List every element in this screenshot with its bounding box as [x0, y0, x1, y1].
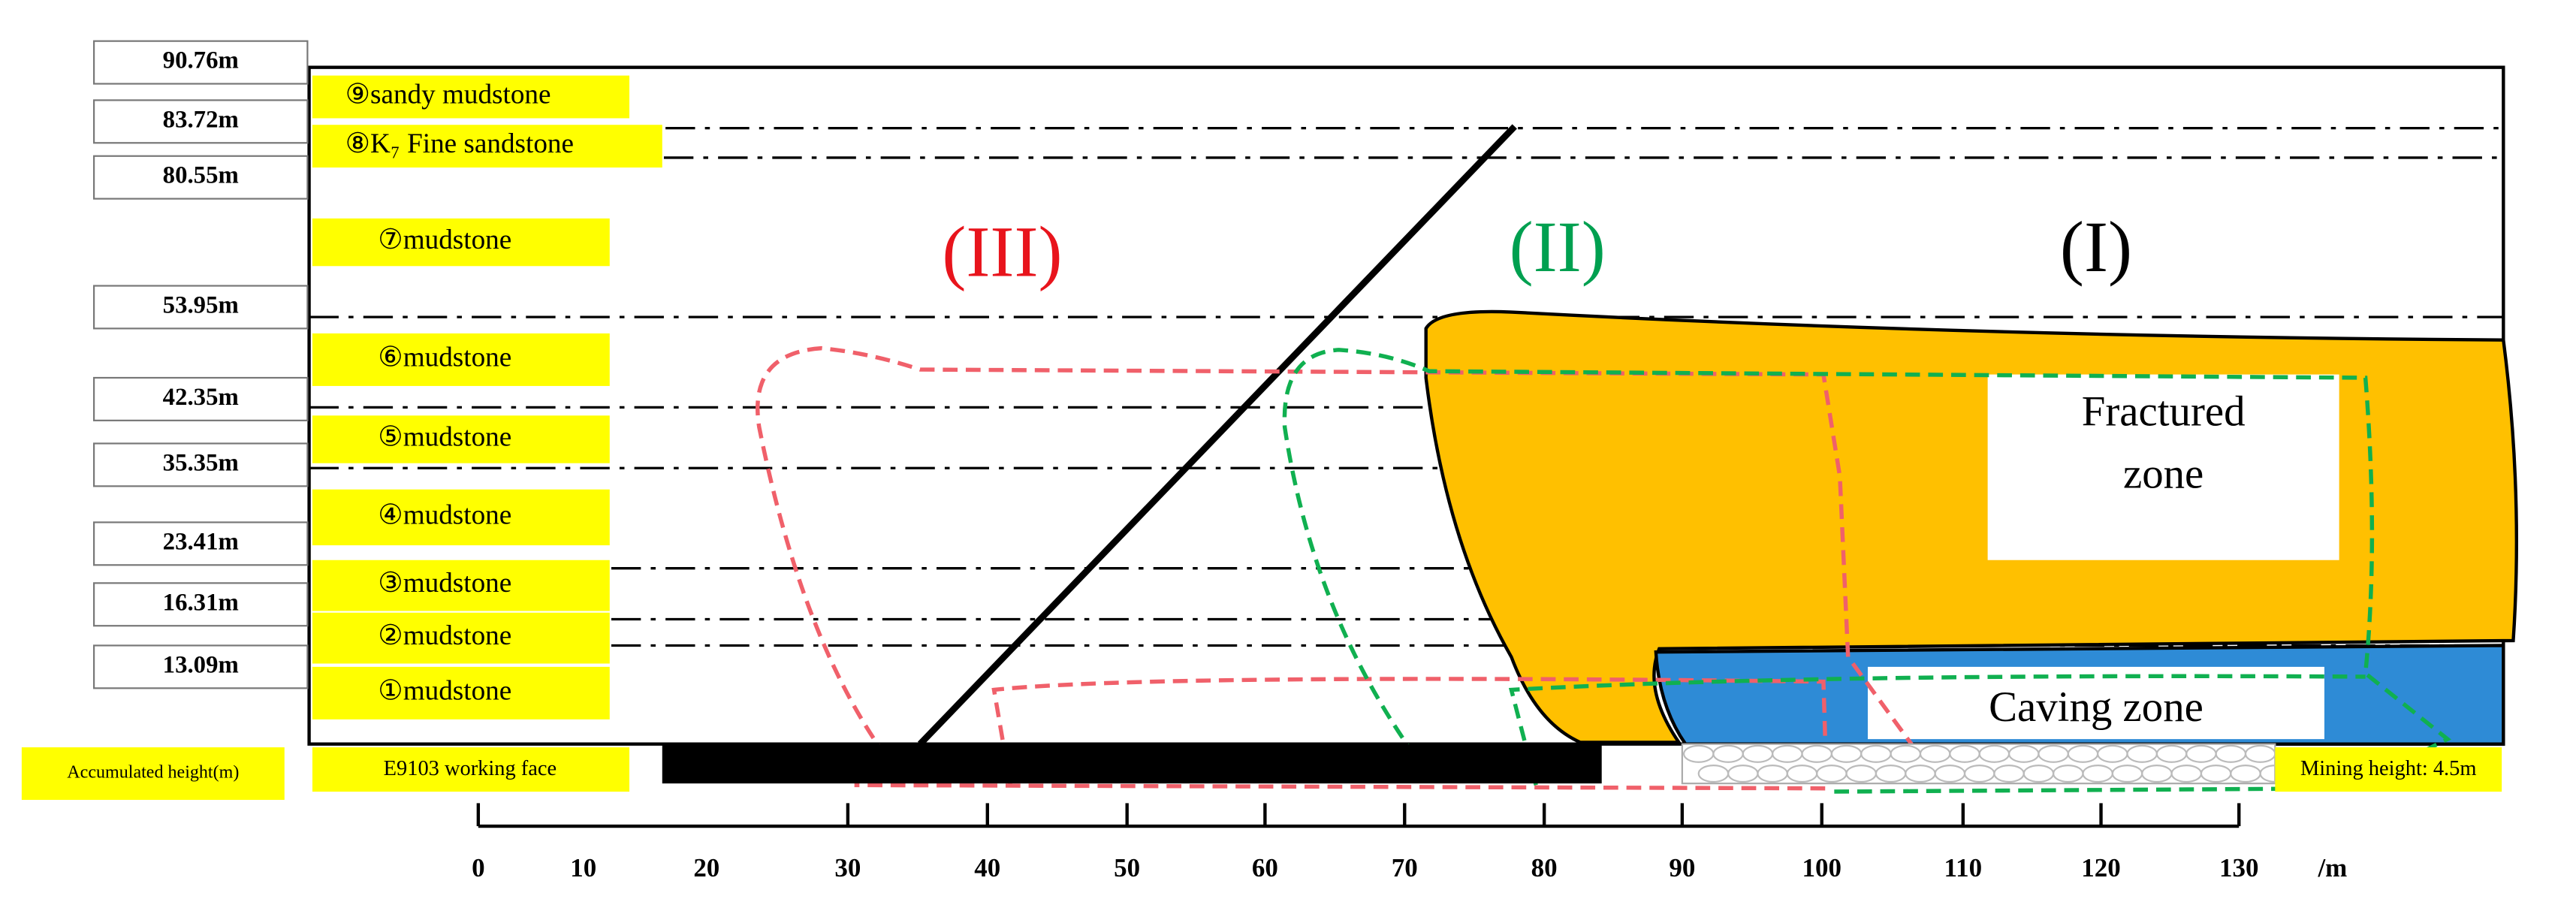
zone-label: Caving zone — [1989, 683, 2203, 731]
green-outer — [1282, 348, 2452, 794]
green-inner — [1508, 674, 2366, 786]
zone-label: (II) — [1510, 207, 1606, 287]
height-box — [93, 155, 309, 200]
stratum-box — [312, 666, 610, 719]
x-tick-label: 40 — [974, 853, 1000, 882]
x-tick-label: 70 — [1392, 853, 1418, 882]
legend-label: E9103 working face — [384, 757, 557, 780]
x-tick-label: 90 — [1669, 853, 1695, 882]
height-box — [93, 40, 309, 85]
height-box — [93, 99, 309, 144]
stratum-label: ②mudstone — [378, 620, 511, 651]
height-box — [93, 582, 309, 627]
height-box — [93, 376, 309, 421]
stratum-label: ⑦mudstone — [378, 225, 511, 255]
height-box — [93, 644, 309, 689]
x-tick-label: 120 — [2081, 853, 2120, 882]
legend-label: Mining height: 4.5m — [2300, 757, 2476, 780]
height-box — [93, 285, 309, 330]
stratum-label: ⑧K₇ Fine sandstone — [345, 128, 574, 159]
x-tick-label: 80 — [1531, 853, 1558, 882]
stratum-box — [312, 125, 662, 168]
height-label: 83.72m — [163, 106, 239, 133]
height-label: 35.35m — [163, 449, 239, 476]
legend-box — [2275, 747, 2502, 792]
stratum-box — [312, 218, 610, 267]
height-label: 80.55m — [163, 162, 239, 189]
x-tick-label: 0 — [472, 853, 485, 882]
red-outer — [756, 345, 1916, 777]
x-tick-label: 110 — [1944, 853, 1983, 882]
stratum-box — [312, 333, 610, 386]
stratum-box — [312, 560, 610, 611]
zone-label: zone — [2123, 450, 2203, 497]
x-tick-label: 60 — [1252, 853, 1278, 882]
x-tick-label: 130 — [2219, 853, 2258, 882]
stratum-box — [312, 415, 610, 463]
zone-label: Fractured — [2082, 388, 2246, 435]
stratum-label: ④mudstone — [378, 499, 511, 530]
height-label: 53.95m — [163, 291, 239, 318]
height-label: 42.35m — [163, 384, 239, 411]
x-unit: /m — [2317, 853, 2347, 882]
legend-box — [312, 747, 630, 792]
green-outlines — [1282, 348, 2452, 794]
height-label: 16.31m — [163, 589, 239, 616]
stratum-label: ③mudstone — [378, 568, 511, 599]
stratum-box — [312, 612, 610, 664]
stratum-label: ⑨sandy mudstone — [345, 80, 551, 110]
stratum-box — [312, 75, 630, 119]
zone-label: (III) — [942, 212, 1062, 292]
height-label: 23.41m — [163, 528, 239, 555]
rubble-pattern — [1682, 744, 2291, 783]
x-tick-label: 10 — [570, 853, 596, 882]
x-tick-label: 30 — [834, 853, 861, 882]
x-tick-label: 50 — [1114, 853, 1140, 882]
height-box — [93, 442, 309, 487]
red-inner — [854, 677, 1829, 791]
break-line — [917, 124, 1517, 747]
legend-box — [21, 747, 285, 801]
red-outlines — [756, 345, 1916, 791]
height-box — [93, 521, 309, 566]
stratum-label: ①mudstone — [378, 675, 511, 706]
height-label: 13.09m — [163, 651, 239, 678]
height-label: 90.76m — [163, 47, 239, 74]
x-tick-label: 20 — [693, 853, 719, 882]
legend-label: Accumulated height(m) — [67, 763, 239, 783]
mined-section — [662, 744, 1602, 784]
x-tick-label: 100 — [1802, 853, 1842, 882]
stratum-label: ⑥mudstone — [378, 342, 511, 373]
stratum-box — [312, 489, 610, 546]
stratum-label: ⑤mudstone — [378, 422, 511, 453]
zone-label: (I) — [2060, 207, 2132, 287]
fractured-label-box — [1987, 374, 2339, 560]
